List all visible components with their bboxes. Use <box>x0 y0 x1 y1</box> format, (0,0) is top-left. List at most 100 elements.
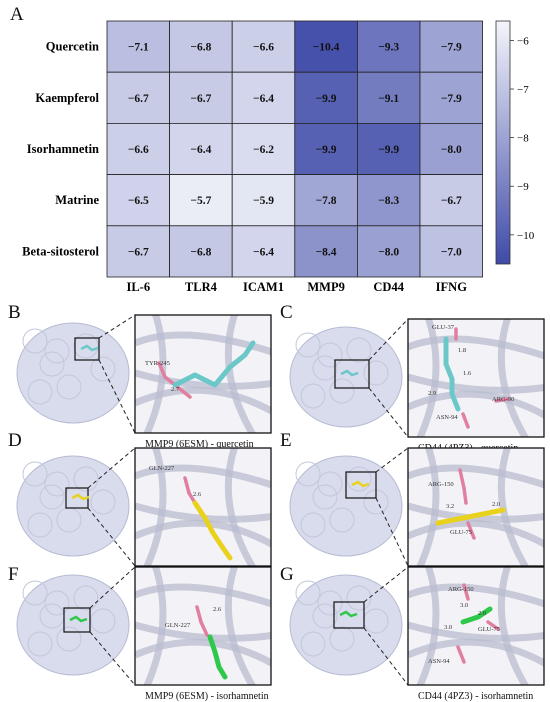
heatmap-cell <box>231 225 296 278</box>
surface-texture <box>329 378 355 404</box>
ligand-overview <box>69 615 88 623</box>
protein-surface <box>289 455 403 557</box>
heatmap-value-label: −6.7 <box>190 93 211 105</box>
panel-letter: F <box>8 564 19 585</box>
zoom-connector <box>87 447 136 489</box>
residue-label: 2.0 <box>478 610 486 617</box>
overview-box <box>74 337 100 361</box>
heatmap-value-label: −6.6 <box>253 42 274 54</box>
ligand-overview <box>80 344 99 352</box>
surface-texture <box>312 603 338 629</box>
colorbar-tick-label: −6 <box>517 35 529 47</box>
docking-panel-f: GLN-227 2.6 <box>16 566 272 686</box>
overview-box <box>63 607 91 633</box>
surface-texture <box>90 489 116 515</box>
surface-texture <box>39 351 65 377</box>
panel-letter: C <box>280 302 293 323</box>
residue-label: ARG-150 <box>448 586 474 593</box>
heatmap-cell <box>419 71 483 124</box>
residue-label: GLN-227 <box>165 622 191 629</box>
heatmap-value-label: −7.9 <box>441 93 462 105</box>
ligand-sticks <box>460 606 493 625</box>
zoom-connector <box>89 566 136 609</box>
residue-label: ARG-90 <box>492 396 514 403</box>
protein-ribbon <box>135 369 271 390</box>
protein-ribbon <box>497 448 530 566</box>
docking-panel-c: GLU-37 1.8 1.6 2.9 ARG-90 ASN-94 <box>289 318 545 438</box>
panel-letter: E <box>280 430 292 451</box>
panel-letter: G <box>280 564 294 585</box>
heatmap-value-label: −8.0 <box>441 144 462 156</box>
ligand-overview <box>71 493 90 501</box>
panel-caption: MMP9 (6ESM) - isorhamnetin <box>145 691 269 702</box>
surface-texture <box>300 512 326 538</box>
heatmap-value-label: −6.4 <box>253 93 274 105</box>
surface-texture <box>39 484 65 510</box>
docking-panel-g: ARG-150 3.0 2.0 3.0 GLU-75 ASN-94 <box>289 566 545 686</box>
heatmap-cell <box>419 20 483 73</box>
protein-ribbon <box>135 519 271 548</box>
residue-label: GLU-37 <box>432 324 455 331</box>
heatmap-value-label: −6.7 <box>128 93 149 105</box>
protein-ribbon <box>408 583 544 608</box>
panel-letter-a: A <box>10 4 24 25</box>
heatmap-row-label: Kaempferol <box>35 91 99 105</box>
colorbar-tick-label: −7 <box>517 84 529 96</box>
surface-texture <box>73 333 99 359</box>
ligand-sticks <box>435 507 506 526</box>
protein-ribbon <box>135 621 271 642</box>
residue-stick <box>157 361 167 379</box>
heatmap-cell <box>294 225 358 278</box>
protein-surface <box>289 326 403 428</box>
surface-texture <box>56 626 82 652</box>
zoom-box <box>407 318 545 438</box>
surface-texture <box>73 466 99 492</box>
surface-texture <box>312 355 338 381</box>
heatmap-column-label: ICAM1 <box>243 280 284 294</box>
panel-letter: D <box>8 430 22 451</box>
surface-texture <box>329 626 355 652</box>
zoom-connector <box>363 627 409 686</box>
surface-texture <box>27 631 53 657</box>
surface-texture <box>300 631 326 657</box>
residue-label: ARG-150 <box>428 481 454 488</box>
heatmap-value-label: −6.6 <box>128 144 149 156</box>
heatmap-row-label: Beta-sitosterol <box>22 244 99 258</box>
protein-ribbon <box>416 567 440 685</box>
zoom-connector <box>368 318 409 361</box>
overview-box <box>333 601 365 629</box>
heatmap-row-label: Matrine <box>55 193 99 207</box>
ligand-sticks <box>443 336 461 412</box>
ligand-overview <box>340 369 359 377</box>
residue-label: ASN-94 <box>436 414 458 421</box>
heatmap-cell <box>106 71 170 124</box>
residue-label: 3.2 <box>446 503 454 510</box>
residue-label: 2.6 <box>193 491 202 498</box>
residue-label: TYR-245 <box>145 360 170 367</box>
surface-texture <box>44 338 70 364</box>
panel-caption: CD44 (4PZ3) - isorhamnetin <box>418 691 534 702</box>
heatmap-value-label: −7.8 <box>316 195 337 207</box>
heatmap-value-label: −10.4 <box>313 42 340 54</box>
protein-ribbon <box>135 386 271 415</box>
heatmap-value-label: −9.9 <box>316 144 337 156</box>
surface-texture <box>317 342 343 368</box>
heatmap-cell <box>294 174 358 227</box>
heatmap-row-label: Quercetin <box>46 40 99 54</box>
heatmap-value-label: −9.1 <box>378 93 399 105</box>
heatmap-column-label: MMP9 <box>307 280 344 294</box>
heatmap-cell <box>106 225 170 278</box>
residue-label: 2.7 <box>171 386 180 393</box>
zoom-connector <box>363 566 409 603</box>
docking-panel-e: ARG-150 3.2 2.0 GLU-75 <box>289 447 545 567</box>
heatmap-cell <box>419 123 483 176</box>
heatmap-cell <box>419 225 483 278</box>
ligand-overview <box>339 610 358 618</box>
protein-ribbon <box>416 319 440 437</box>
protein-ribbon <box>135 638 271 667</box>
ligand-overview <box>351 480 370 488</box>
heatmap-cell <box>106 123 170 176</box>
overview-box <box>345 471 377 499</box>
zoom-connector <box>98 314 136 339</box>
heatmap-value-label: −7.1 <box>128 42 149 54</box>
